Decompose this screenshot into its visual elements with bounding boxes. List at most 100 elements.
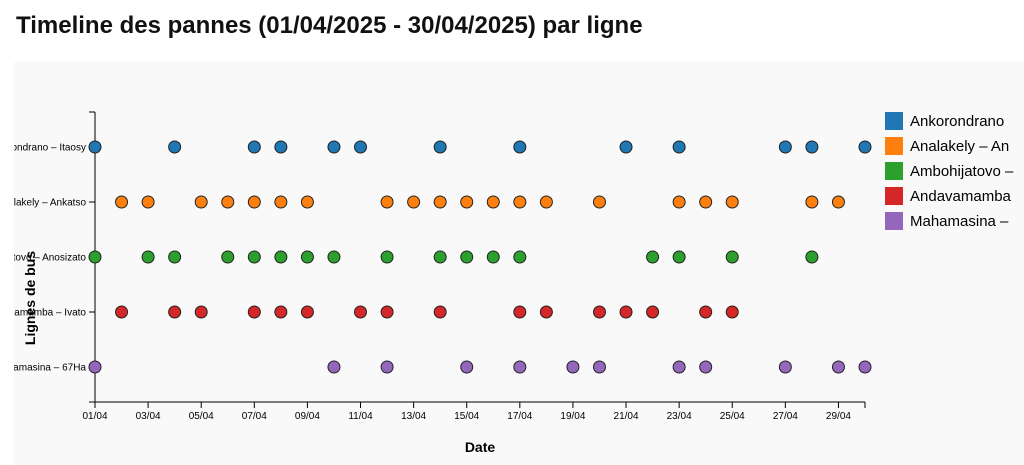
legend-swatch: [885, 187, 903, 205]
x-tick-label: 09/04: [295, 411, 320, 422]
data-point: [88, 360, 102, 374]
data-point: [380, 305, 394, 319]
x-tick-label: 19/04: [560, 411, 585, 422]
timeline-chart: ondrano – Itaosy lakely – Ankatso tovo – A…: [14, 111, 1014, 455]
x-tick-label: 27/04: [773, 411, 798, 422]
data-point: [168, 250, 182, 264]
data-point: [274, 195, 288, 209]
legend-swatch: [885, 112, 903, 130]
data-point: [115, 195, 129, 209]
data-point: [672, 360, 686, 374]
data-point: [778, 360, 792, 374]
data-point: [433, 250, 447, 264]
x-tick-label: 25/04: [720, 411, 745, 422]
data-point: [380, 360, 394, 374]
data-point: [539, 305, 553, 319]
data-point: [725, 195, 739, 209]
y-tick-label: ondrano – Itaosy: [14, 143, 86, 154]
data-point: [221, 195, 235, 209]
data-point: [247, 140, 261, 154]
data-point: [858, 140, 872, 154]
data-point: [513, 195, 527, 209]
data-point: [354, 305, 368, 319]
data-point: [327, 360, 341, 374]
data-point: [300, 195, 314, 209]
legend-swatch: [885, 137, 903, 155]
data-point: [141, 250, 155, 264]
data-point: [858, 360, 872, 374]
data-point: [247, 195, 261, 209]
y-tick-label: amamba – Ivato: [14, 308, 86, 319]
data-point: [672, 250, 686, 264]
legend-label: Andavamamba: [910, 188, 1012, 205]
data-point: [88, 250, 102, 264]
data-point: [486, 250, 500, 264]
data-point: [327, 250, 341, 264]
data-point: [831, 360, 845, 374]
data-point: [274, 140, 288, 154]
data-point: [566, 360, 580, 374]
x-tick-label: 07/04: [242, 411, 267, 422]
data-point: [247, 250, 261, 264]
legend-label: Mahamasina –: [910, 213, 1009, 230]
data-point: [513, 305, 527, 319]
legend: Ankorondrano Analakely – An Ambohijatovo –…: [885, 112, 1014, 230]
data-point: [433, 305, 447, 319]
data-points: [88, 140, 872, 374]
x-tick-label: 15/04: [454, 411, 479, 422]
data-point: [300, 250, 314, 264]
x-tick-label: 03/04: [136, 411, 161, 422]
data-point: [513, 140, 527, 154]
data-point: [646, 250, 660, 264]
data-point: [539, 195, 553, 209]
data-point: [778, 140, 792, 154]
data-point: [354, 140, 368, 154]
y-tick-label: amasina – 67Ha: [14, 363, 86, 374]
x-tick-label: 05/04: [189, 411, 214, 422]
data-point: [141, 195, 155, 209]
data-point: [486, 195, 500, 209]
data-point: [592, 195, 606, 209]
x-tick-label: 23/04: [667, 411, 692, 422]
data-point: [433, 195, 447, 209]
data-point: [646, 305, 660, 319]
data-point: [805, 250, 819, 264]
data-point: [672, 140, 686, 154]
x-axis-label: Date: [465, 439, 496, 455]
x-tick-label: 17/04: [507, 411, 532, 422]
x-tick-label: 29/04: [826, 411, 851, 422]
data-point: [592, 360, 606, 374]
data-point: [380, 195, 394, 209]
data-point: [513, 250, 527, 264]
data-point: [115, 305, 129, 319]
data-point: [699, 360, 713, 374]
data-point: [805, 140, 819, 154]
data-point: [300, 305, 314, 319]
data-point: [699, 195, 713, 209]
x-axis: 01/04 03/04 05/04 07/04 09/04 11/04 13/04 15/04…: [82, 401, 866, 422]
y-tick-label: lakely – Ankatso: [14, 198, 86, 209]
data-point: [194, 195, 208, 209]
data-point: [619, 305, 633, 319]
data-point: [274, 250, 288, 264]
legend-label: Ankorondrano: [910, 113, 1004, 130]
x-tick-label: 13/04: [401, 411, 426, 422]
y-axis-label: Lignes de bus: [22, 251, 38, 345]
data-point: [513, 360, 527, 374]
legend-label: Ambohijatovo –: [910, 163, 1014, 180]
data-point: [168, 140, 182, 154]
data-point: [327, 140, 341, 154]
chart-panel: ondrano – Itaosy lakely – Ankatso tovo – A…: [14, 62, 1024, 465]
data-point: [168, 305, 182, 319]
data-point: [460, 250, 474, 264]
data-point: [725, 250, 739, 264]
data-point: [699, 305, 713, 319]
legend-label: Analakely – An: [910, 138, 1009, 155]
data-point: [592, 305, 606, 319]
legend-swatch: [885, 212, 903, 230]
data-point: [407, 195, 421, 209]
data-point: [433, 140, 447, 154]
data-point: [460, 195, 474, 209]
data-point: [831, 195, 845, 209]
x-tick-label: 11/04: [348, 411, 373, 422]
